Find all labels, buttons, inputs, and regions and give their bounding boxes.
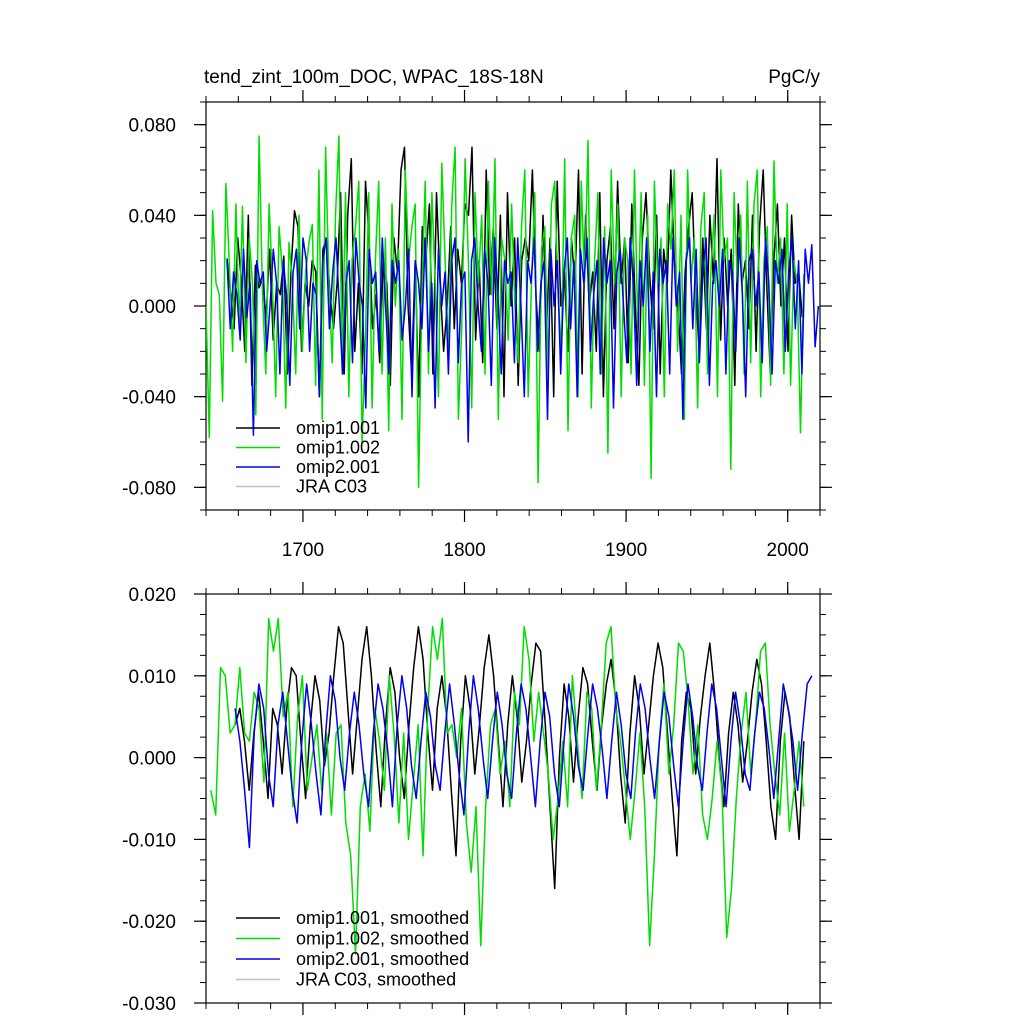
y-tick-label: 0.010 [128,667,176,688]
series-group [210,617,813,955]
chart-units: PgC/y [768,67,820,88]
y-tick-label: -0.010 [122,830,176,851]
bottom-panel: 0.020 0.010 0.000 -0.010 -0.020 -0.030 omip1.0… [122,582,832,1015]
series-group [206,135,820,489]
x-tick-label: 2000 [767,540,809,561]
legend-label: omip1.002, smoothed [296,929,469,949]
top-panel: 1700 1800 1900 2000 0.080 0.040 0.000 -0.040 -0.… [122,90,832,561]
series-line-omip1-001-smoothed [234,625,805,890]
legend-label: omip1.002 [296,438,380,458]
x-tick-label: 1700 [282,540,324,561]
legend-label: omip2.001 [296,457,380,477]
legend-label: JRA C03 [296,477,367,497]
legend-label: omip2.001, smoothed [296,949,469,969]
y-tick-label: -0.040 [122,388,176,409]
y-tick-label: 0.040 [128,206,176,227]
y-tick-label: 0.000 [128,749,176,770]
y-tick-label: -0.080 [122,478,176,499]
x-tick-label: 1800 [443,540,485,561]
y-tick-label: 0.080 [128,116,176,137]
x-tick-label: 1900 [605,540,647,561]
legend-label: JRA C03, smoothed [296,970,456,990]
y-tick-label: -0.030 [122,994,176,1015]
series-line-omip2-001-smoothed [234,675,813,849]
series-line-omip2-001 [226,237,820,443]
legend-label: omip1.001, smoothed [296,908,469,928]
chart-title: tend_zint_100m_DOC, WPAC_18S-18N [204,67,544,88]
y-tick-label: 0.000 [128,297,176,318]
y-tick-label: -0.020 [122,912,176,933]
legend-label: omip1.001 [296,418,380,438]
y-tick-label: 0.020 [128,585,176,606]
